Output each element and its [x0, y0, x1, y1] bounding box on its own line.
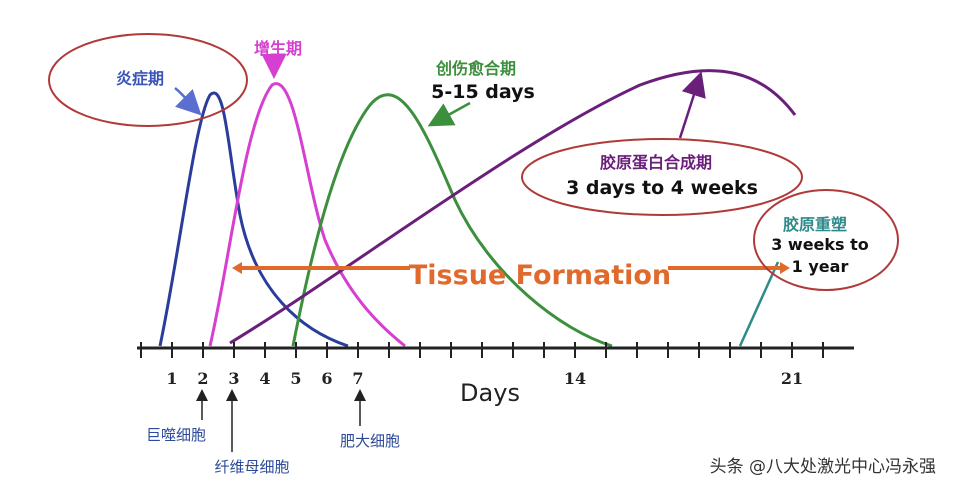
inflammation-label: 炎症期 [116, 69, 164, 88]
axis-tick-label: 14 [564, 369, 586, 388]
axis-tick-label: 7 [352, 369, 363, 388]
collagen-synthesis-label: 胶原蛋白合成期 [600, 153, 712, 172]
collagen-synthesis-curve [229, 69, 797, 345]
proliferation-curve [208, 82, 406, 348]
collagen-remodeling-pointer [738, 261, 780, 347]
collagen-synthesis-arrow [678, 71, 706, 139]
fibroblast-label: 纤维母细胞 [214, 458, 289, 476]
inflammation-arrow [174, 87, 202, 116]
collagen-remodeling-label: 胶原重塑 [783, 215, 847, 234]
axis-tick-label: 21 [781, 369, 803, 388]
day-axis: 1 2 3 4 5 6 7 14 21 Days [137, 342, 854, 407]
wound-closure-curve [291, 93, 613, 348]
proliferation-label: 增生期 [254, 39, 302, 58]
tissue-formation-label: Tissue Formation [409, 260, 671, 291]
axis-title: Days [460, 379, 520, 407]
tissue-formation-arrow: Tissue Formation [232, 260, 790, 291]
wound-closure-label: 创伤愈合期 [435, 59, 516, 78]
axis-tick-label: 2 [197, 369, 208, 388]
axis-tick-label: 3 [228, 369, 239, 388]
mast-cell-label: 肥大细胞 [340, 432, 400, 450]
axis-tick-label: 5 [290, 369, 301, 388]
wound-closure-arrow [427, 101, 471, 127]
wound-closure-duration: 5-15 days [431, 81, 535, 103]
axis-tick-label: 4 [259, 369, 270, 388]
collagen-remodeling-duration-line2: 1 year [792, 257, 849, 276]
collagen-remodeling-duration-line1: 3 weeks to [771, 235, 869, 254]
collagen-synthesis-duration: 3 days to 4 weeks [566, 177, 758, 199]
axis-tick-label: 1 [166, 369, 177, 388]
axis-tick-label: 6 [321, 369, 332, 388]
collagen-synthesis-ellipse [521, 138, 803, 216]
inflammation-ellipse [48, 33, 248, 127]
collagen-remodeling-ellipse [753, 189, 899, 291]
watermark: 头条 @八大处激光中心冯永强 [710, 457, 936, 477]
macrophage-label: 巨噬细胞 [146, 426, 206, 444]
